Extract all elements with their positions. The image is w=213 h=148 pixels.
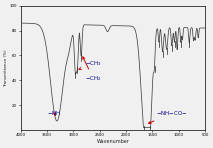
Text: $-$CH$_2$: $-$CH$_2$ [83, 57, 102, 83]
Text: $-$NH: $-$NH [47, 109, 61, 117]
Text: $-$CH$_3$: $-$CH$_3$ [79, 59, 102, 70]
Y-axis label: Transmittance (%): Transmittance (%) [4, 49, 8, 87]
X-axis label: Wavenumber: Wavenumber [96, 139, 129, 144]
Text: $-$NH$-$CO$-$: $-$NH$-$CO$-$ [148, 109, 187, 124]
